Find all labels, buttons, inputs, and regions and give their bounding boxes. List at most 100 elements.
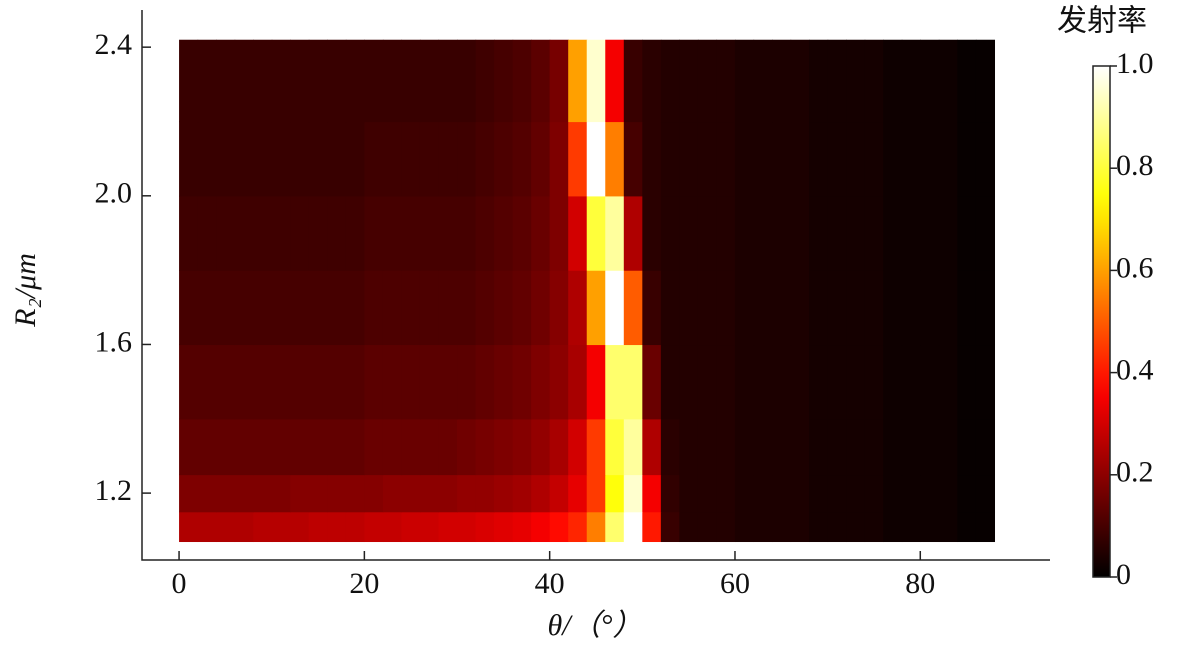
heatmap-cell [382,418,403,476]
heatmap-cell [308,39,328,123]
heatmap-cell [660,121,680,197]
heatmap-cell [290,121,310,197]
heatmap-cell [382,511,403,543]
heatmap-cell [234,39,254,123]
heatmap-cell [308,511,328,543]
heatmap-cell [271,511,291,543]
colorbar-tick-label: 0.8 [1116,149,1154,182]
heatmap-cell [253,344,273,420]
heatmap-cell [197,511,217,543]
heatmap-cell [290,344,310,420]
heatmap-cell [549,121,569,197]
heatmap-cell [271,39,291,123]
heatmap-cell [827,195,847,271]
heatmap-cell [864,511,884,543]
heatmap-cell [734,121,755,197]
heatmap-cell [679,418,699,476]
heatmap-cell [605,474,625,513]
heatmap-cell [716,474,736,513]
heatmap-cell [401,195,421,271]
heatmap-cell [494,121,514,197]
heatmap-cell [846,195,866,271]
heatmap-cell [308,195,328,271]
heatmap-cell [216,418,236,476]
heatmap-cell [512,511,532,543]
heatmap-cell [531,511,551,543]
heatmap-cell [827,511,847,543]
heatmap-cell [586,195,606,271]
heatmap-cell [623,418,643,476]
heatmap-cell [438,39,458,123]
heatmap-cell [772,418,792,476]
heatmap-cell [734,474,755,513]
heatmap-cell [364,195,384,271]
heatmap-cell [216,195,236,271]
heatmap-cell [827,121,847,197]
heatmap-cell [457,418,477,476]
heatmap-cell [772,121,792,197]
heatmap-cell [290,511,310,543]
heatmap-cell [512,418,532,476]
heatmap-cell [938,39,958,123]
heatmap-cell [438,270,458,346]
heatmap-cell [531,418,551,476]
heatmap-cell [179,511,199,543]
heatmap-cell [327,39,347,123]
heatmap-cell [401,474,421,513]
heatmap-cell [327,195,347,271]
heatmap-cell [790,511,810,543]
heatmap-cell [790,474,810,513]
heatmap-cell [827,418,847,476]
heatmap-cell [734,344,755,420]
heatmap-cell [531,39,551,123]
heatmap-cell [938,511,958,543]
heatmap-cell [864,195,884,271]
heatmap-cell [734,418,755,476]
heatmap-cell [883,270,903,346]
heatmap-cell [253,39,273,123]
heatmap-cell [901,344,921,420]
heatmap-cell [475,195,495,271]
heatmap-cell [938,474,958,513]
heatmap-cell [623,39,643,123]
axes-spine [141,10,1050,561]
heatmap-cell [901,511,921,543]
heatmap-cell [883,511,903,543]
heatmap-cell [827,39,847,123]
heatmap [179,39,996,543]
heatmap-cell [438,418,458,476]
heatmap-cell [419,121,440,197]
heatmap-cell [549,474,569,513]
heatmap-cell [920,121,940,197]
heatmap-cell [957,474,977,513]
colorbar-tick-label: 0 [1116,558,1131,591]
heatmap-cell [419,474,440,513]
heatmap-cell [568,270,588,346]
heatmap-cell [920,39,940,123]
heatmap-cell [642,344,662,420]
heatmap-cell [846,121,866,197]
heatmap-cell [364,474,384,513]
heatmap-cell [234,344,254,420]
heatmap-cell [179,344,199,420]
heatmap-cell [679,121,699,197]
heatmap-cell [234,418,254,476]
heatmap-cell [345,418,365,476]
heatmap-cell [364,344,384,420]
heatmap-cell [846,39,866,123]
heatmap-cell [382,121,403,197]
heatmap-cell [883,474,903,513]
heatmap-cell [364,511,384,543]
heatmap-cell [290,270,310,346]
heatmap-cell [345,474,365,513]
heatmap-cell [216,270,236,346]
heatmap-cell [920,511,940,543]
heatmap-cell [549,39,569,123]
heatmap-cell [457,511,477,543]
heatmap-cell [883,121,903,197]
heatmap-cell [216,511,236,543]
heatmap-cell [901,270,921,346]
heatmap-cell [234,121,254,197]
heatmap-cell [901,195,921,271]
heatmap-cell [642,195,662,271]
